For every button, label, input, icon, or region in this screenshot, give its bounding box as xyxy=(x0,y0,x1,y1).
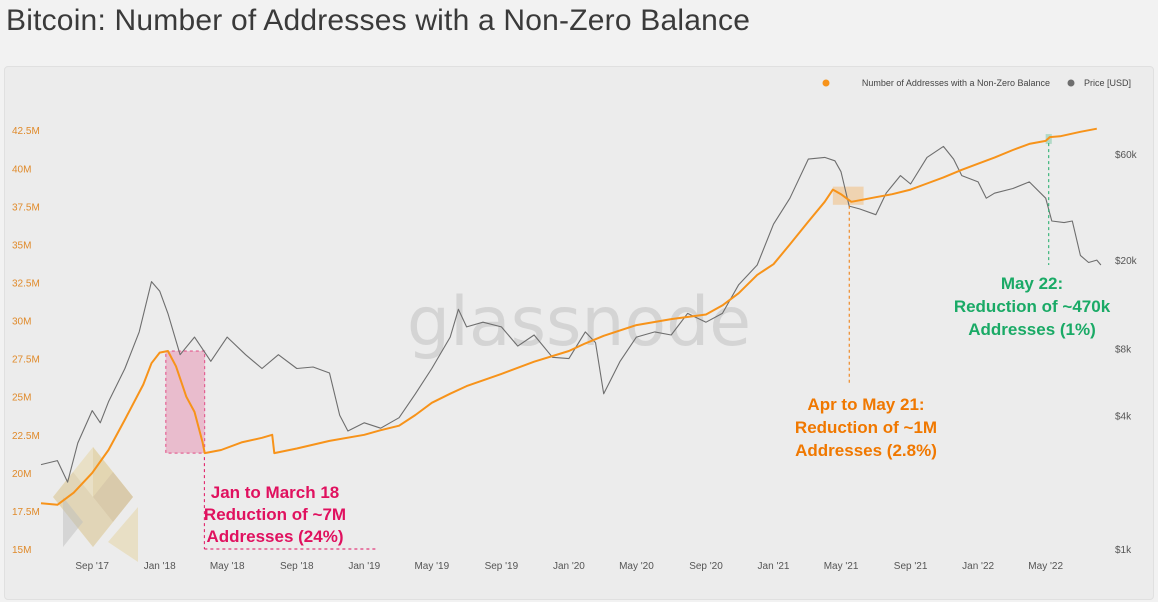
legend-swatch-price xyxy=(1067,79,1075,87)
annotation-jan-mar-18-line: Jan to March 18 xyxy=(211,483,340,502)
annotation-jan-mar-18-line: Reduction of ~7M xyxy=(204,505,346,524)
highlight-box-jan-mar-18 xyxy=(165,350,206,454)
annotation-may-22-line: Reduction of ~470k xyxy=(954,297,1111,316)
x-axis-tick-label: Jan '18 xyxy=(144,561,176,572)
x-axis-tick-label: Sep '19 xyxy=(485,561,519,572)
x-axis-tick-label: May '19 xyxy=(414,561,449,572)
left-axis-tick-label: 27.5M xyxy=(12,355,40,366)
left-axis-tick-label: 35M xyxy=(12,240,31,251)
x-axis-tick-label: Sep '21 xyxy=(894,561,928,572)
price-line xyxy=(40,145,1102,483)
left-axis-tick-label: 37.5M xyxy=(12,202,40,213)
legend-swatch-addresses xyxy=(822,79,830,87)
chart-panel: glassnode 15M 17.5M 20M 22.5M 25M 27.5M 30M 32.… xyxy=(4,66,1154,600)
x-axis-tick-label: Jan '22 xyxy=(962,561,994,572)
x-axis-tick-label: Jan '19 xyxy=(348,561,380,572)
x-axis-tick-label: Sep '18 xyxy=(280,561,314,572)
x-axis-tick-label: May '20 xyxy=(619,561,654,572)
annotation-jan-mar-18-line: Addresses (24%) xyxy=(206,527,343,546)
x-axis-tick-label: Jan '21 xyxy=(758,561,790,572)
x-axis-tick-label: Sep '17 xyxy=(75,561,109,572)
legend-label-addresses: Number of Addresses with a Non-Zero Bala… xyxy=(862,78,1050,88)
left-axis-tick-label: 22.5M xyxy=(12,431,40,442)
left-axis-tick-label: 30M xyxy=(12,317,31,328)
annotation-may-22-line: May 22: xyxy=(1001,274,1063,293)
right-axis-tick-label: $4k xyxy=(1115,411,1132,422)
left-axis-tick-label: 15M xyxy=(12,545,31,556)
left-axis-tick-label: 40M xyxy=(12,164,31,175)
annotation-apr-may-21-line: Addresses (2.8%) xyxy=(795,441,937,460)
legend-label-price: Price [USD] xyxy=(1084,78,1131,88)
chart: glassnode 15M 17.5M 20M 22.5M 25M 27.5M 30M 32.… xyxy=(12,78,1138,572)
left-axis-tick-label: 32.5M xyxy=(12,279,40,290)
watermark: glassnode xyxy=(407,283,751,362)
x-axis-tick-label: Jan '20 xyxy=(553,561,585,572)
right-axis-tick-label: $8k xyxy=(1115,344,1132,355)
left-axis-tick-label: 20M xyxy=(12,469,31,480)
right-axis-tick-label: $20k xyxy=(1115,256,1138,267)
annotation-may-22-line: Addresses (1%) xyxy=(968,320,1096,339)
left-axis-tick-label: 25M xyxy=(12,393,31,404)
x-axis-tick-label: May '18 xyxy=(210,561,245,572)
x-axis-tick-label: May '21 xyxy=(824,561,859,572)
annotation-apr-may-21-line: Reduction of ~1M xyxy=(795,418,937,437)
glassnode-logo-icon xyxy=(53,447,138,562)
x-axis-tick-label: Sep '20 xyxy=(689,561,723,572)
left-axis-tick-label: 17.5M xyxy=(12,507,40,518)
annotation-apr-may-21-line: Apr to May 21: xyxy=(807,395,924,414)
addresses-line xyxy=(40,127,1097,506)
page-title: Bitcoin: Number of Addresses with a Non-… xyxy=(6,4,751,37)
left-axis-tick-label: 42.5M xyxy=(12,126,40,137)
right-axis-tick-label: $1k xyxy=(1115,545,1132,556)
right-axis-tick-label: $60k xyxy=(1115,150,1138,161)
x-axis-tick-label: May '22 xyxy=(1028,561,1063,572)
